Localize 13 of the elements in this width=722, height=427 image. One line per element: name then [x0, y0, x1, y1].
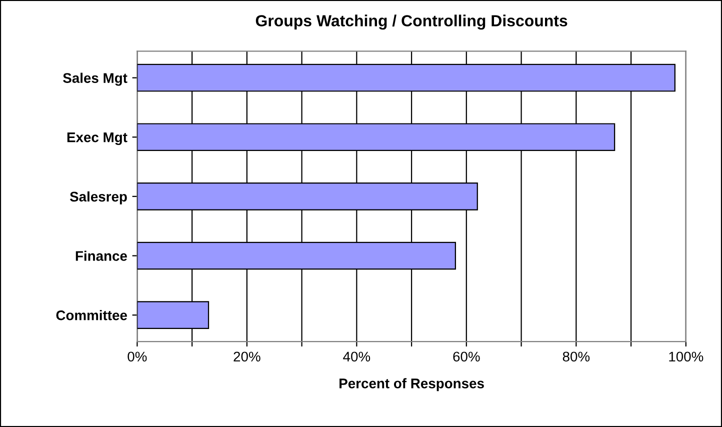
y-tick-label: Committee [56, 310, 127, 320]
x-tick-label: 20% [234, 352, 260, 362]
y-tick-label: Finance [76, 250, 127, 261]
chart-title: Groups Watching / Controlling Discounts [256, 14, 568, 30]
x-tick-label: 40% [343, 352, 370, 362]
y-tick-label: Sales Mgt [63, 72, 128, 86]
x-tick-label: 0% [128, 352, 147, 362]
x-tick-label: 100% [669, 352, 704, 362]
y-tick-label: Exec Mgt [67, 132, 128, 146]
x-axis-title: Percent of Responses [340, 378, 484, 392]
y-tick-label: Salesrep [70, 191, 127, 204]
x-tick-label: 60% [453, 352, 480, 362]
x-tick-label: 80% [562, 352, 590, 362]
